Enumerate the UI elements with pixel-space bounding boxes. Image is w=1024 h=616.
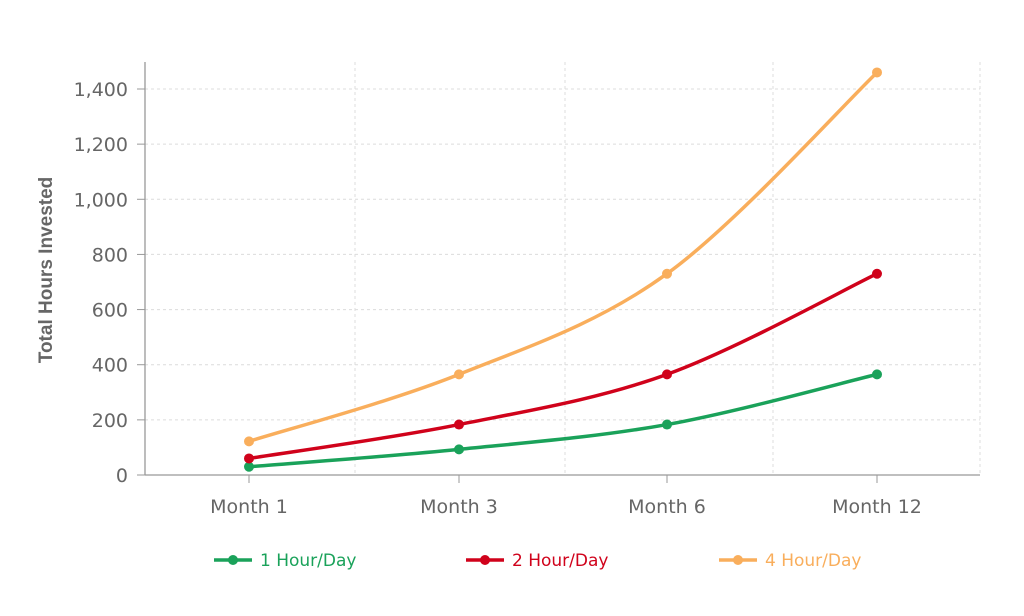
y-axis-ticks: 0 200 400 600 800 1,000 1,200 1,400 — [74, 79, 128, 487]
data-point[interactable] — [244, 461, 254, 472]
y-tick-label: 0 — [116, 465, 128, 487]
series-line — [247, 271, 879, 461]
data-point[interactable] — [454, 419, 464, 430]
legend-label: 2 Hour/Day — [512, 551, 608, 571]
legend-swatch-dot — [228, 555, 238, 565]
x-tick-label: Month 12 — [832, 496, 922, 518]
y-tick-label: 1,000 — [74, 189, 128, 211]
legend-item[interactable]: 1 Hour/Day — [214, 551, 356, 571]
y-tick-label: 600 — [92, 300, 128, 322]
series-line — [247, 70, 879, 444]
data-point[interactable] — [872, 67, 882, 78]
legend-item[interactable]: 2 Hour/Day — [466, 551, 608, 571]
x-tick-label: Month 3 — [420, 496, 498, 518]
data-point[interactable] — [454, 369, 464, 380]
y-tick-label: 1,200 — [74, 134, 128, 156]
legend-swatch-dot — [480, 555, 490, 565]
axes — [137, 62, 980, 483]
legend-swatch-dot — [733, 555, 743, 565]
data-point[interactable] — [872, 369, 882, 380]
data-point[interactable] — [662, 369, 672, 380]
data-point[interactable] — [454, 444, 464, 455]
series-line — [247, 372, 879, 469]
legend-label: 1 Hour/Day — [260, 551, 356, 571]
y-tick-label: 1,400 — [74, 79, 128, 101]
data-point[interactable] — [662, 419, 672, 430]
data-point[interactable] — [662, 268, 672, 279]
data-point[interactable] — [244, 453, 254, 464]
y-axis-title: Total Hours Invested — [36, 177, 57, 364]
legend-item[interactable]: 4 Hour/Day — [719, 551, 861, 571]
y-tick-label: 800 — [92, 244, 128, 266]
legend: 1 Hour/Day 2 Hour/Day 4 Hour/Day — [214, 551, 861, 571]
legend-label: 4 Hour/Day — [765, 551, 861, 571]
data-point[interactable] — [872, 268, 882, 279]
y-tick-label: 200 — [92, 410, 128, 432]
data-point[interactable] — [244, 436, 254, 447]
x-tick-label: Month 1 — [210, 496, 288, 518]
y-tick-label: 400 — [92, 355, 128, 377]
x-axis-ticks: Month 1 Month 3 Month 6 Month 12 — [210, 496, 922, 518]
series — [244, 67, 882, 472]
grid — [145, 62, 981, 475]
x-tick-label: Month 6 — [628, 496, 706, 518]
